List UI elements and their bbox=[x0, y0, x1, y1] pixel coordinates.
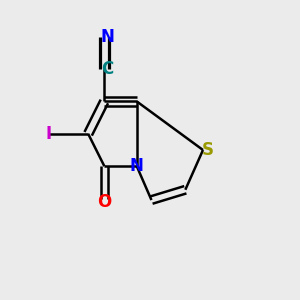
Text: N: N bbox=[130, 157, 144, 175]
Text: C: C bbox=[101, 60, 113, 78]
Text: O: O bbox=[97, 193, 112, 211]
Text: S: S bbox=[201, 141, 213, 159]
Text: I: I bbox=[45, 125, 52, 143]
Text: N: N bbox=[100, 28, 114, 46]
